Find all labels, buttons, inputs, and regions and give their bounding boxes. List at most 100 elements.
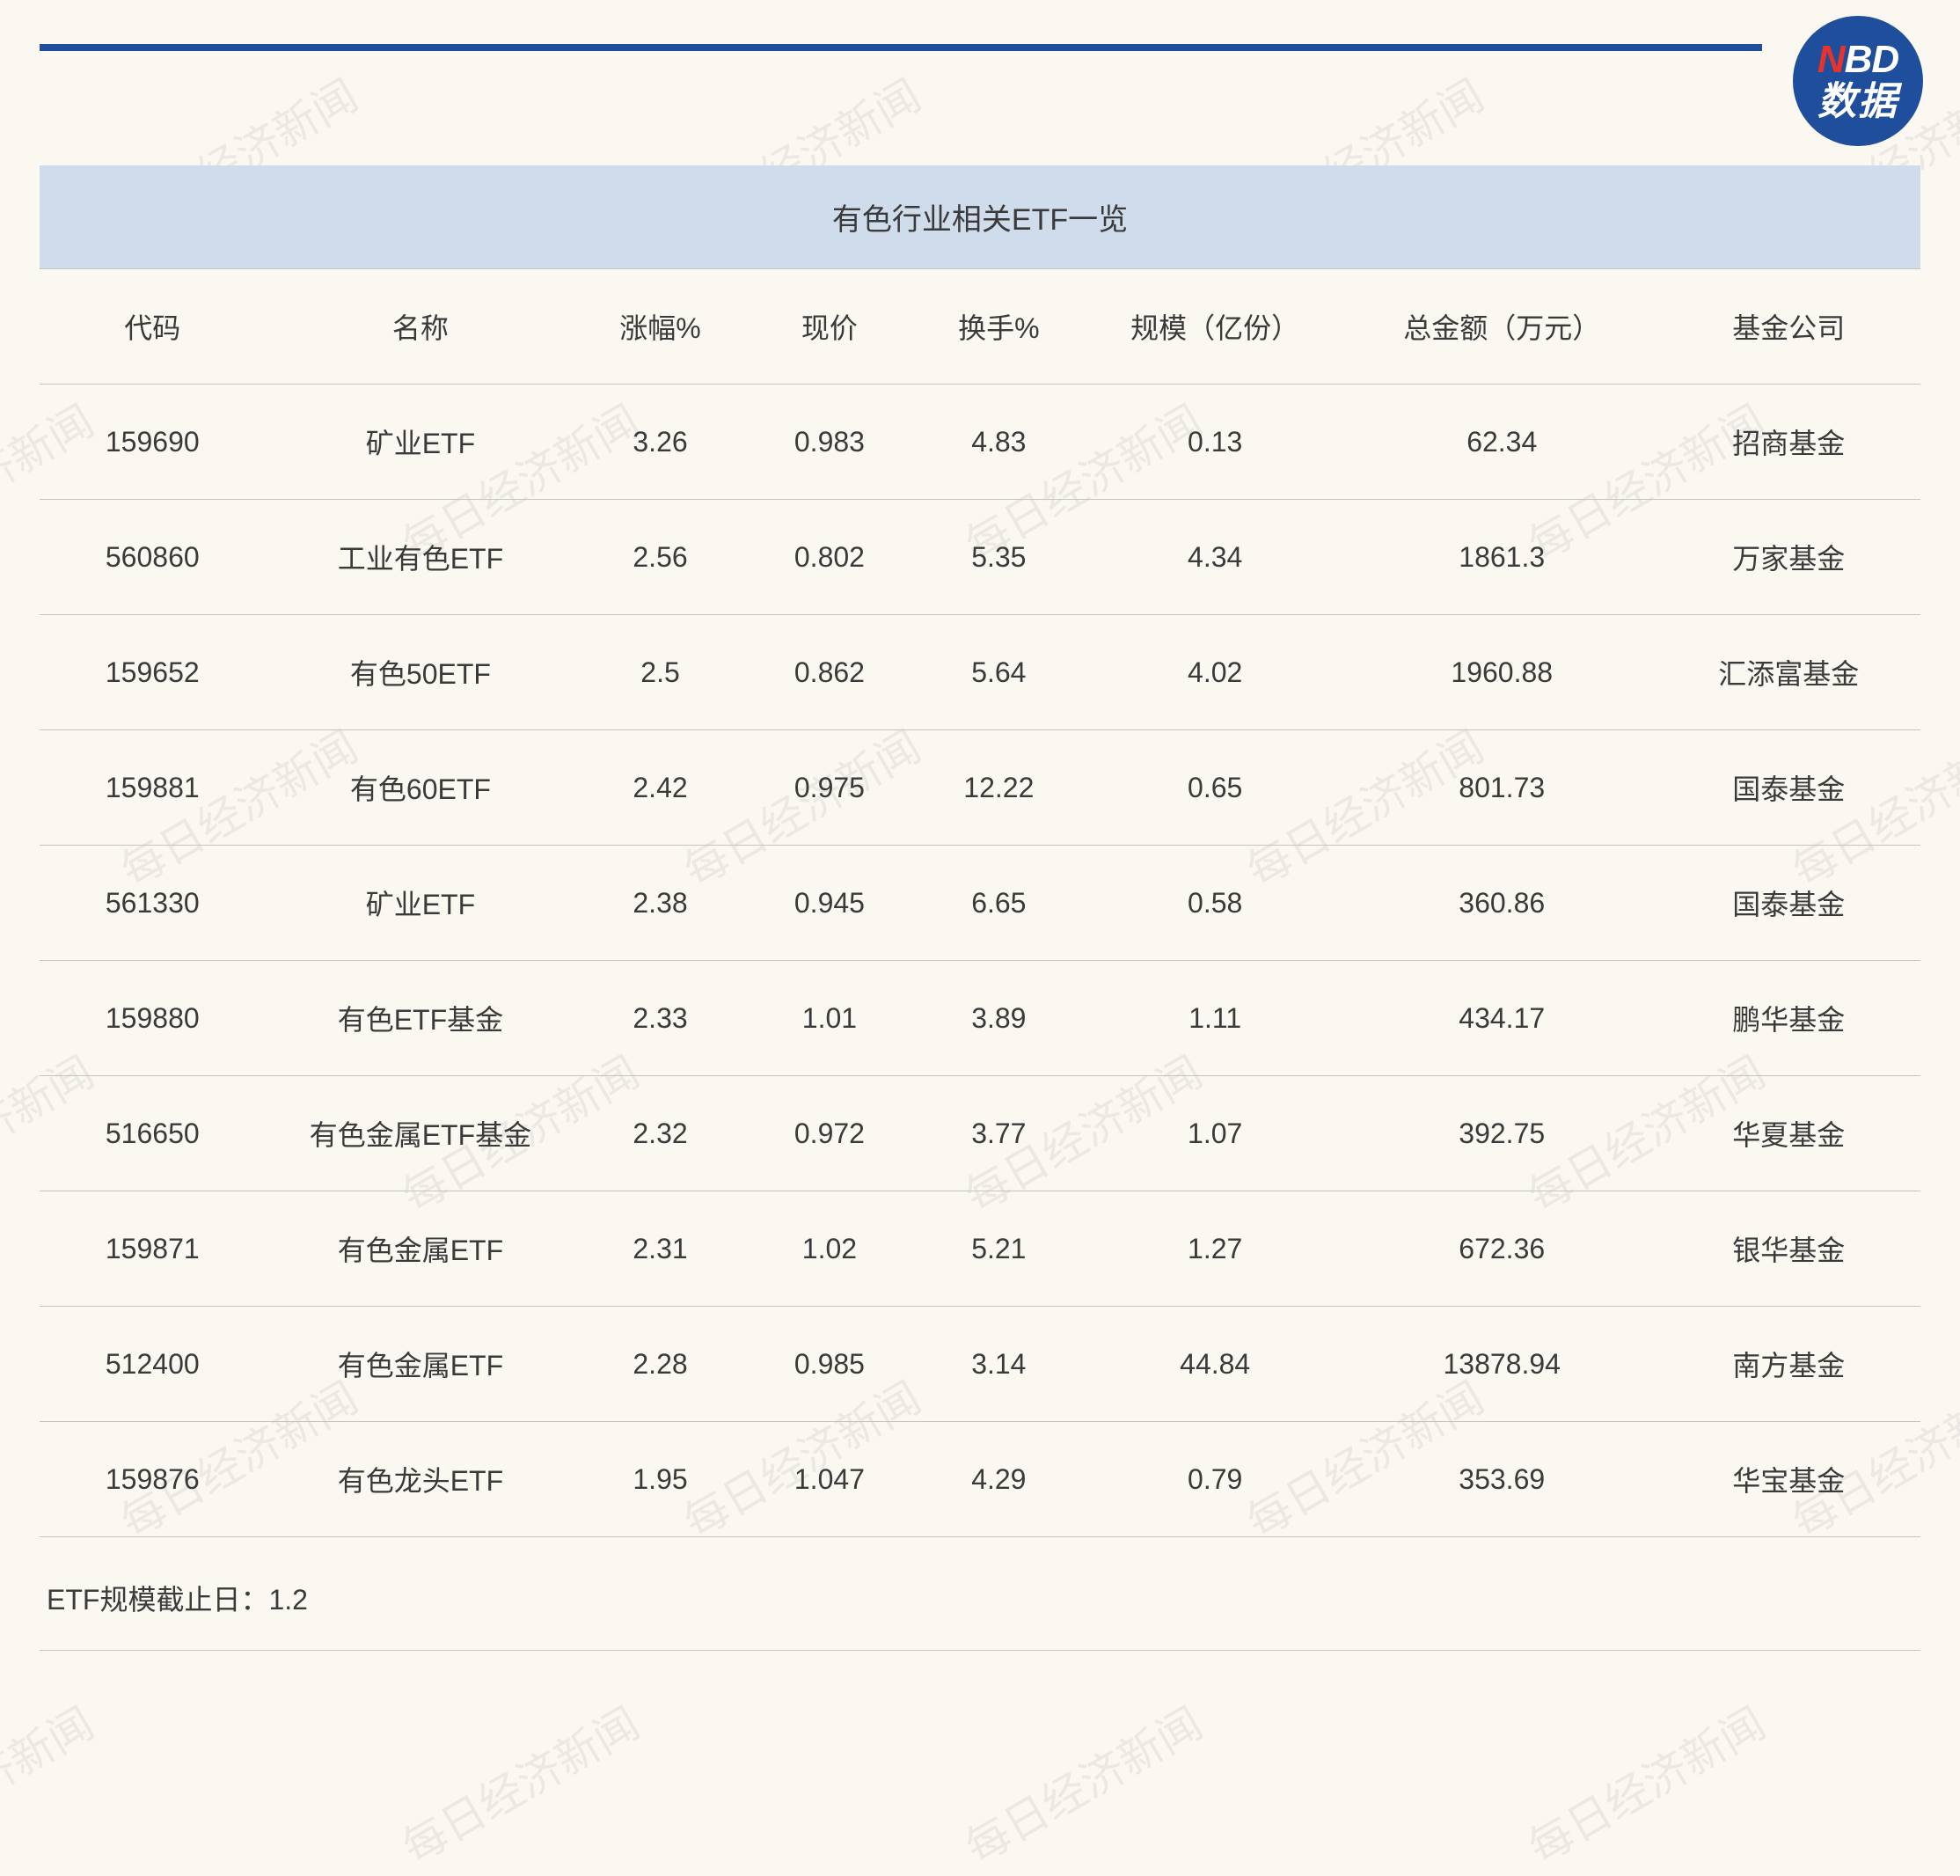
column-header: 规模（亿份） (1084, 269, 1347, 385)
table-row: 560860工业有色ETF2.560.8025.354.341861.3万家基金 (40, 500, 1920, 615)
column-header: 现价 (745, 269, 914, 385)
table-cell: 392.75 (1347, 1076, 1657, 1191)
table-cell: 2.38 (575, 846, 744, 961)
watermark: 每日经济新闻 (0, 1689, 104, 1876)
table-cell: 汇添富基金 (1657, 615, 1920, 730)
column-header: 基金公司 (1657, 269, 1920, 385)
table-row: 159871有色金属ETF2.311.025.211.27672.36银华基金 (40, 1191, 1920, 1307)
nbd-logo: NBD 数据 (1793, 16, 1923, 146)
table-title: 有色行业相关ETF一览 (40, 165, 1920, 269)
table-cell: 0.65 (1084, 730, 1347, 846)
table-cell: 2.56 (575, 500, 744, 615)
table-cell: 0.862 (745, 615, 914, 730)
table-cell: 1960.88 (1347, 615, 1657, 730)
table-cell: 4.29 (914, 1422, 1083, 1537)
table-cell: 434.17 (1347, 961, 1657, 1076)
table-cell: 矿业ETF (266, 846, 576, 961)
watermark: 每日经济新闻 (952, 1689, 1212, 1876)
table-cell: 有色金属ETF (266, 1191, 576, 1307)
table-cell: 3.26 (575, 385, 744, 500)
table-cell: 有色ETF基金 (266, 961, 576, 1076)
table-cell: 159652 (40, 615, 266, 730)
table-cell: 0.975 (745, 730, 914, 846)
logo-top-text: NBD (1817, 40, 1898, 79)
table-cell: 有色龙头ETF (266, 1422, 576, 1537)
table-cell: 0.945 (745, 846, 914, 961)
table-cell: 12.22 (914, 730, 1083, 846)
table-title-row: 有色行业相关ETF一览 (40, 165, 1920, 269)
table-cell: 1.01 (745, 961, 914, 1076)
logo-letter-bd: BD (1845, 38, 1899, 81)
table-row: 159880有色ETF基金2.331.013.891.11434.17鹏华基金 (40, 961, 1920, 1076)
table-cell: 0.79 (1084, 1422, 1347, 1537)
table-cell: 矿业ETF (266, 385, 576, 500)
column-header: 名称 (266, 269, 576, 385)
table-cell: 3.14 (914, 1307, 1083, 1422)
column-header: 总金额（万元） (1347, 269, 1657, 385)
table-cell: 1.02 (745, 1191, 914, 1307)
table-cell: 有色50ETF (266, 615, 576, 730)
table-cell: 华宝基金 (1657, 1422, 1920, 1537)
table-cell: 2.33 (575, 961, 744, 1076)
table-cell: 353.69 (1347, 1422, 1657, 1537)
table-cell: 159871 (40, 1191, 266, 1307)
table-cell: 国泰基金 (1657, 846, 1920, 961)
table-cell: 0.13 (1084, 385, 1347, 500)
table-cell: 4.34 (1084, 500, 1347, 615)
table-cell: 4.02 (1084, 615, 1347, 730)
table-cell: 13878.94 (1347, 1307, 1657, 1422)
table-cell: 0.985 (745, 1307, 914, 1422)
column-header: 涨幅% (575, 269, 744, 385)
column-header: 换手% (914, 269, 1083, 385)
table-cell: 工业有色ETF (266, 500, 576, 615)
table-row: 516650有色金属ETF基金2.320.9723.771.07392.75华夏… (40, 1076, 1920, 1191)
table-cell: 鹏华基金 (1657, 961, 1920, 1076)
table-cell: 560860 (40, 500, 266, 615)
table-body: 159690矿业ETF3.260.9834.830.1362.34招商基金560… (40, 385, 1920, 1537)
table-cell: 159876 (40, 1422, 266, 1537)
table-cell: 2.32 (575, 1076, 744, 1191)
table-cell: 1.11 (1084, 961, 1347, 1076)
table-cell: 360.86 (1347, 846, 1657, 961)
table-cell: 1861.3 (1347, 500, 1657, 615)
table-cell: 招商基金 (1657, 385, 1920, 500)
table-cell: 有色金属ETF基金 (266, 1076, 576, 1191)
table-cell: 512400 (40, 1307, 266, 1422)
table-cell: 62.34 (1347, 385, 1657, 500)
table-cell: 516650 (40, 1076, 266, 1191)
table-cell: 1.047 (745, 1422, 914, 1537)
watermark: 每日经济新闻 (1515, 1689, 1775, 1876)
table-cell: 南方基金 (1657, 1307, 1920, 1422)
table-cell: 2.31 (575, 1191, 744, 1307)
table-cell: 国泰基金 (1657, 730, 1920, 846)
table-cell: 3.89 (914, 961, 1083, 1076)
table-row: 159690矿业ETF3.260.9834.830.1362.34招商基金 (40, 385, 1920, 500)
table-cell: 159690 (40, 385, 266, 500)
logo-bottom-text: 数据 (1817, 83, 1898, 121)
table-row: 159876有色龙头ETF1.951.0474.290.79353.69华宝基金 (40, 1422, 1920, 1537)
table-cell: 5.21 (914, 1191, 1083, 1307)
table-cell: 华夏基金 (1657, 1076, 1920, 1191)
table-cell: 2.5 (575, 615, 744, 730)
content-area: 有色行业相关ETF一览 代码名称涨幅%现价换手%规模（亿份）总金额（万元）基金公… (40, 165, 1920, 1651)
table-row: 159652有色50ETF2.50.8625.644.021960.88汇添富基… (40, 615, 1920, 730)
table-cell: 561330 (40, 846, 266, 961)
table-cell: 6.65 (914, 846, 1083, 961)
table-cell: 1.07 (1084, 1076, 1347, 1191)
etf-table: 有色行业相关ETF一览 代码名称涨幅%现价换手%规模（亿份）总金额（万元）基金公… (40, 165, 1920, 1537)
logo-letter-n: N (1817, 38, 1845, 81)
table-cell: 万家基金 (1657, 500, 1920, 615)
table-row: 561330矿业ETF2.380.9456.650.58360.86国泰基金 (40, 846, 1920, 961)
table-row: 512400有色金属ETF2.280.9853.1444.8413878.94南… (40, 1307, 1920, 1422)
table-cell: 银华基金 (1657, 1191, 1920, 1307)
column-header: 代码 (40, 269, 266, 385)
table-cell: 1.95 (575, 1422, 744, 1537)
table-cell: 801.73 (1347, 730, 1657, 846)
table-row: 159881有色60ETF2.420.97512.220.65801.73国泰基… (40, 730, 1920, 846)
table-cell: 有色60ETF (266, 730, 576, 846)
watermark: 每日经济新闻 (389, 1689, 649, 1876)
table-cell: 672.36 (1347, 1191, 1657, 1307)
table-cell: 有色金属ETF (266, 1307, 576, 1422)
table-cell: 0.983 (745, 385, 914, 500)
table-footnote: ETF规模截止日：1.2 (40, 1537, 1920, 1651)
